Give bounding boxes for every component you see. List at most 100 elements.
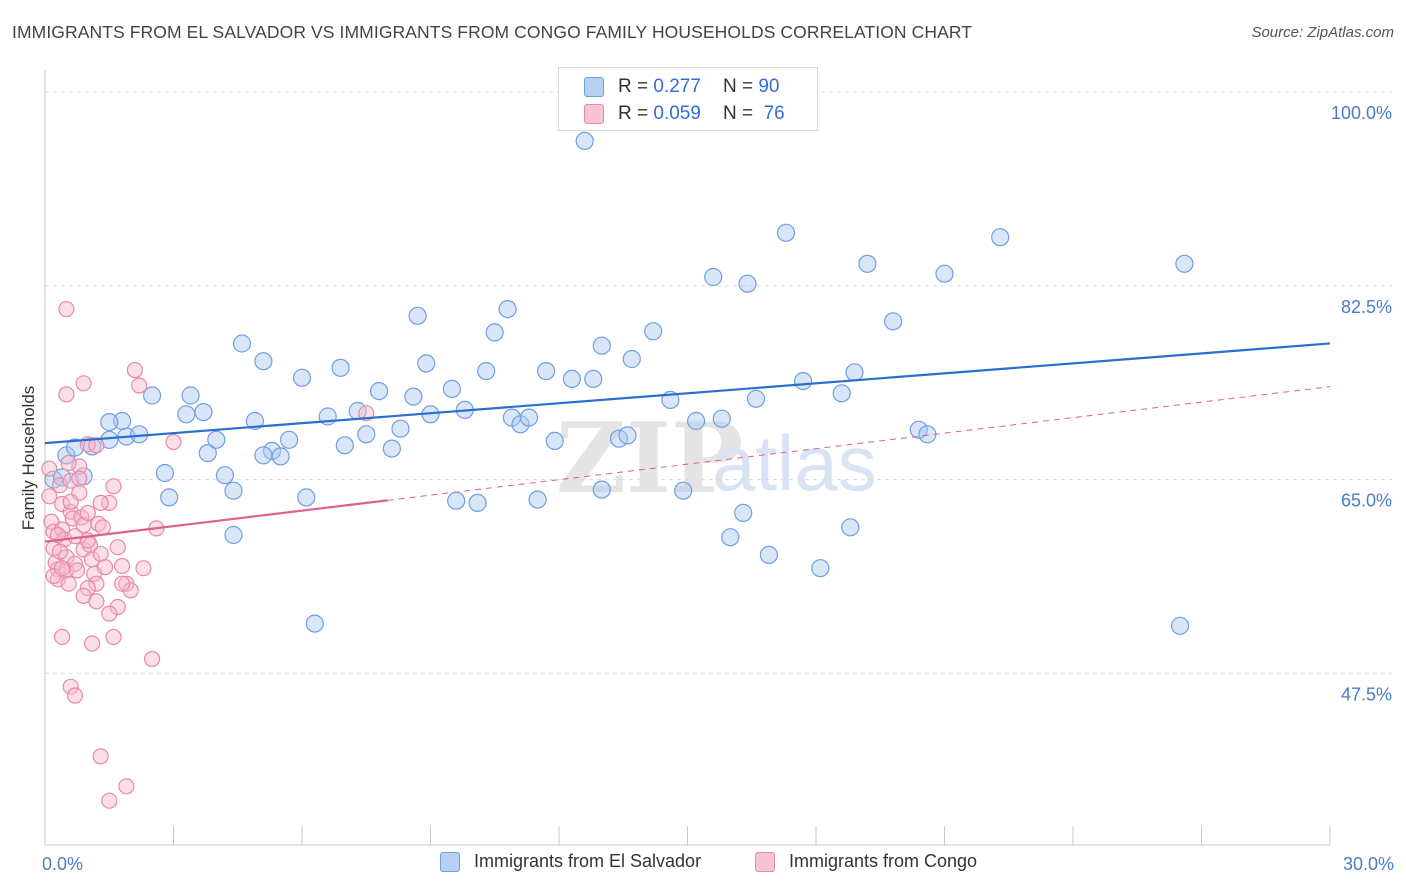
point-0-74 <box>841 518 860 537</box>
legend-n-label: N = <box>722 76 754 97</box>
point-0-79 <box>935 264 954 283</box>
point-0-27 <box>297 488 316 507</box>
point-0-39 <box>417 354 436 373</box>
point-0-63 <box>674 481 693 500</box>
watermark: ZIP atlas <box>556 402 877 515</box>
point-1-44 <box>135 560 152 577</box>
point-0-78 <box>918 425 937 444</box>
point-0-36 <box>391 419 410 438</box>
point-0-58 <box>592 480 611 499</box>
trend-lines <box>44 342 1331 543</box>
point-1-42 <box>126 361 143 379</box>
point-0-57 <box>592 336 611 355</box>
point-0-85 <box>254 446 273 465</box>
point-0-8 <box>112 411 132 431</box>
point-1-34 <box>94 519 111 536</box>
y-tick-label-3: 47.5% <box>1341 684 1392 704</box>
point-0-76 <box>858 254 877 273</box>
point-1-58 <box>79 579 96 597</box>
point-1-50 <box>53 628 71 646</box>
point-1-59 <box>113 575 131 592</box>
point-1-63 <box>62 493 79 510</box>
point-0-10 <box>143 386 162 405</box>
y-tick-label-2: 65.0% <box>1341 491 1392 511</box>
point-1-43 <box>131 377 148 394</box>
axes <box>44 70 1331 846</box>
point-0-88 <box>224 481 243 500</box>
point-1-47 <box>58 386 75 403</box>
point-0-16 <box>198 444 217 463</box>
point-0-44 <box>468 493 487 512</box>
point-1-35 <box>96 558 114 576</box>
series-legend-congo: Immigrants from Congo <box>755 851 977 872</box>
point-0-54 <box>562 369 582 388</box>
point-0-46 <box>485 323 504 342</box>
point-0-77 <box>909 420 928 439</box>
point-0-24 <box>271 447 290 466</box>
point-0-37 <box>404 387 423 406</box>
chart-source: Source: ZipAtlas.com <box>1251 24 1394 41</box>
point-1-55 <box>118 778 135 795</box>
point-1-37 <box>105 478 122 495</box>
y-tick-labels: 100.0% 82.5% 65.0% 47.5% <box>1331 103 1392 704</box>
point-0-17 <box>207 430 226 449</box>
watermark-atlas: atlas <box>712 419 877 507</box>
x-tick-label-1: 30.0% <box>1343 854 1394 874</box>
point-0-31 <box>335 436 354 455</box>
series-1 <box>41 301 375 809</box>
point-1-20 <box>68 562 86 579</box>
point-1-39 <box>113 557 131 575</box>
point-1-31 <box>88 575 105 592</box>
point-0-11 <box>155 463 174 483</box>
series-points <box>41 131 1194 809</box>
point-1-73 <box>109 539 126 556</box>
point-0-67 <box>734 503 753 523</box>
point-0-30 <box>331 358 350 377</box>
series-swatch-pink <box>755 851 775 872</box>
watermark-zip: ZIP <box>556 402 743 515</box>
series-legend-label: Immigrants from El Salvador <box>474 851 702 871</box>
point-0-47 <box>498 300 517 319</box>
point-0-73 <box>832 384 851 403</box>
legend-n-value: 76 <box>763 103 785 124</box>
x-tick-labels: 0.0% 30.0% <box>42 854 1394 874</box>
series-0 <box>44 131 1194 635</box>
point-1-48 <box>75 375 92 392</box>
point-0-22 <box>254 352 273 371</box>
point-0-56 <box>584 369 603 388</box>
point-0-45 <box>477 362 496 381</box>
correlation-legend: R = 0.277 N = 90 R = 0.059 N = 76 <box>558 67 818 131</box>
point-0-68 <box>746 389 766 408</box>
point-0-64 <box>686 411 706 431</box>
point-0-65 <box>704 267 723 287</box>
legend-row-el-salvador: R = 0.277 N = 90 <box>584 74 779 100</box>
point-0-52 <box>536 362 556 381</box>
point-0-18 <box>215 466 234 485</box>
point-1-14 <box>60 575 77 592</box>
series-legend-el-salvador: Immigrants from El Salvador <box>440 851 701 872</box>
point-0-42 <box>447 491 466 510</box>
trend-line-1-dashed <box>387 386 1331 501</box>
y-axis-title: Family Households <box>19 386 38 531</box>
legend-r-label: R = <box>618 76 649 97</box>
point-1-53 <box>66 687 84 704</box>
point-0-25 <box>280 430 299 449</box>
point-0-82 <box>1175 254 1194 273</box>
legend-swatch-blue <box>584 77 604 97</box>
point-0-23 <box>262 441 282 460</box>
point-0-26 <box>292 368 312 387</box>
legend-row-congo: R = 0.059 N = 76 <box>584 101 785 127</box>
point-1-1 <box>41 488 58 505</box>
grid <box>45 91 1392 674</box>
point-0-12 <box>160 488 179 507</box>
x-tick-label-0: 0.0% <box>42 854 83 874</box>
series-swatch-blue <box>440 851 460 872</box>
point-1-33 <box>92 545 109 562</box>
point-0-83 <box>883 312 903 331</box>
point-0-38 <box>408 306 427 325</box>
point-1-36 <box>101 494 118 511</box>
point-0-9 <box>100 413 119 432</box>
point-0-51 <box>528 490 547 509</box>
legend-n-value: 90 <box>758 76 780 97</box>
